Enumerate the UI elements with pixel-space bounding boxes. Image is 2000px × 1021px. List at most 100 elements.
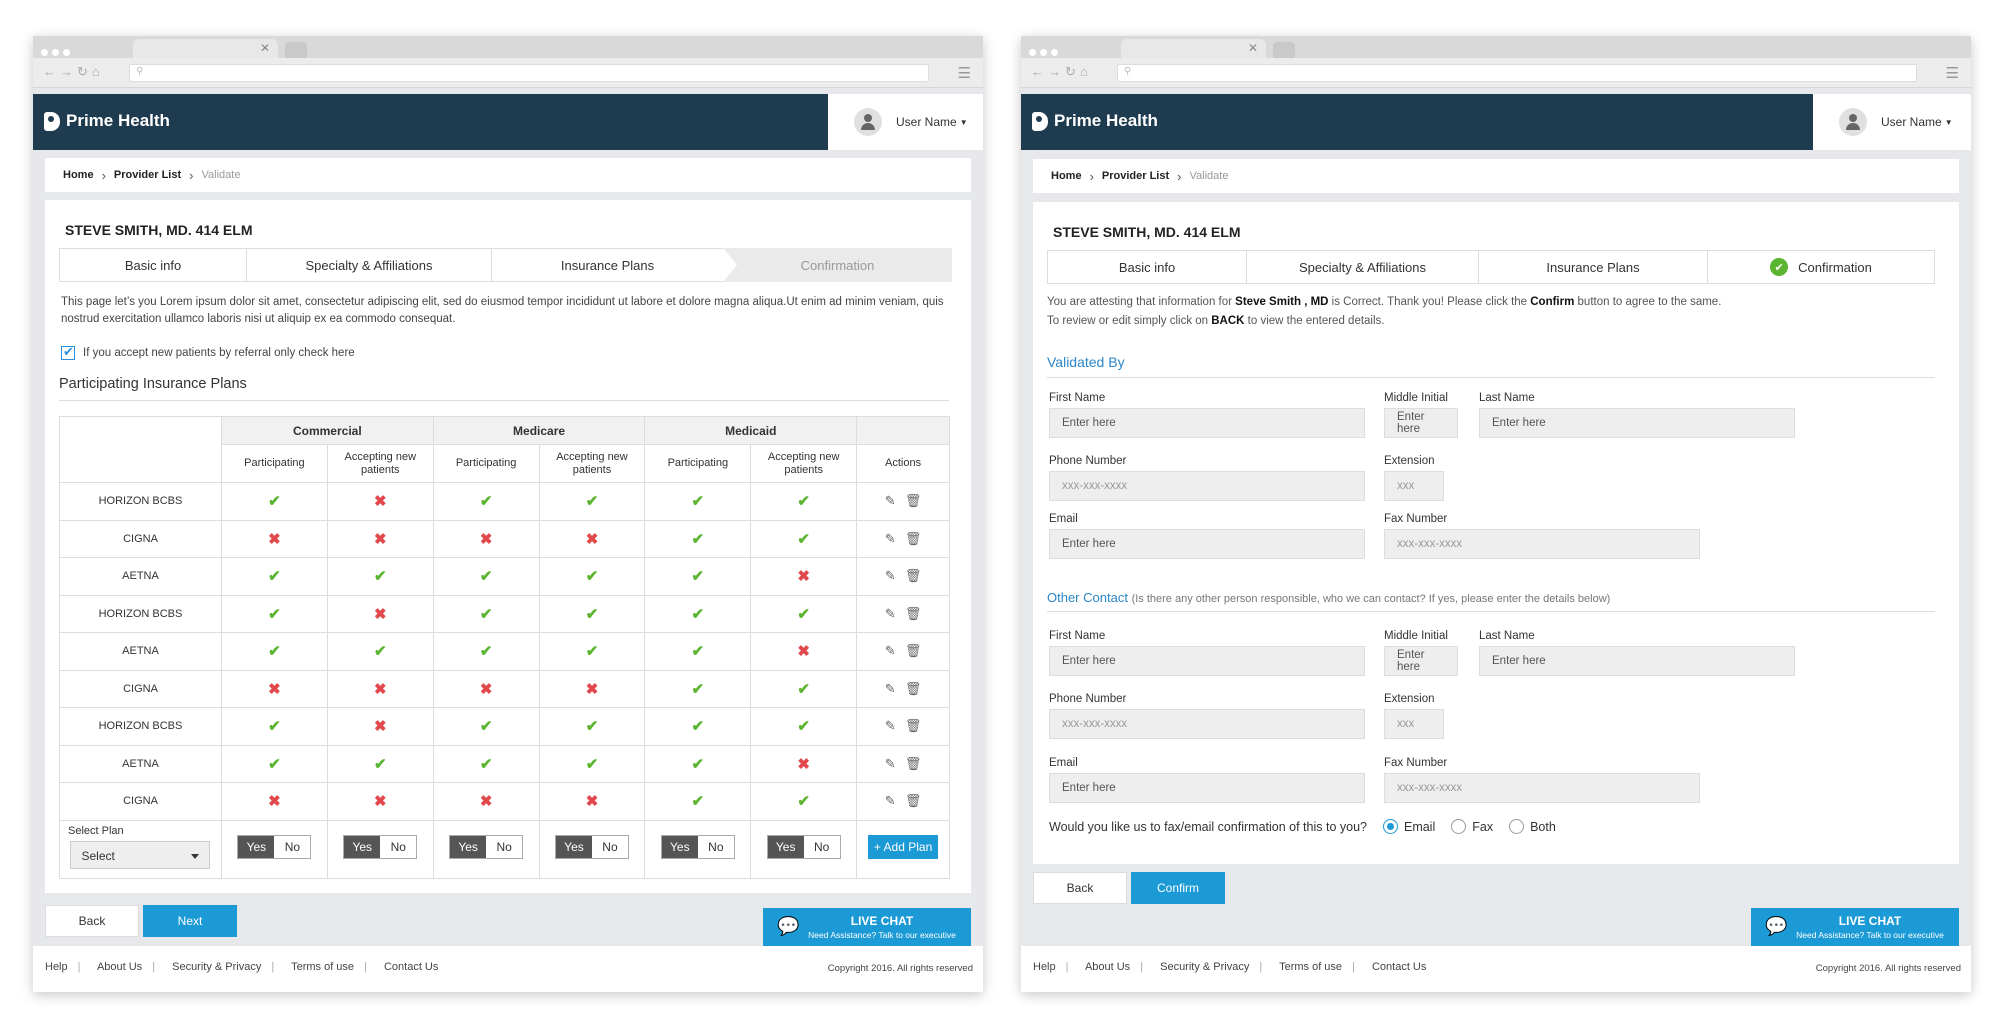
referral-checkbox[interactable] — [61, 344, 75, 360]
breadcrumb-home[interactable]: Home — [63, 169, 94, 181]
footer-security[interactable]: Security & Privacy — [172, 961, 262, 973]
other-fax-input[interactable]: xxx-xxx-xxxx — [1384, 773, 1700, 803]
email-input[interactable]: Enter here — [1049, 529, 1365, 559]
back-button[interactable]: Back — [1033, 872, 1127, 904]
referral-checkbox-row[interactable]: If you accept new patients by referral o… — [61, 344, 355, 360]
step-specialty[interactable]: Specialty & Affiliations — [1246, 250, 1478, 284]
no-option[interactable]: No — [708, 839, 724, 854]
yes-option[interactable]: Yes — [555, 835, 592, 858]
brand-logo[interactable]: Prime Health — [44, 111, 170, 131]
footer-about[interactable]: About Us — [96, 961, 143, 973]
footer-terms[interactable]: Terms of use — [1279, 961, 1343, 973]
other-email-input[interactable]: Enter here — [1049, 773, 1365, 803]
trash-icon[interactable]: 🗑 — [904, 643, 922, 659]
middle-initial-input[interactable]: Enter here — [1384, 408, 1458, 438]
nav-icons[interactable]: ←→↻⌂ — [1031, 64, 1092, 79]
yes-no-toggle[interactable]: Yes No — [237, 834, 312, 859]
yes-no-toggle[interactable]: Yes No — [343, 834, 418, 859]
edit-icon[interactable]: ✎ — [884, 718, 896, 734]
last-name-input[interactable]: Enter here — [1479, 408, 1795, 438]
yes-no-toggle[interactable]: Yes No — [660, 834, 735, 859]
yes-option[interactable]: Yes — [661, 835, 698, 858]
radio-both-circle[interactable] — [1509, 819, 1525, 834]
add-plan-button[interactable]: + Add Plan — [867, 834, 939, 859]
close-tab-icon[interactable]: ✕ — [259, 41, 270, 55]
browser-menu-icon[interactable]: ☰ — [957, 65, 971, 82]
edit-icon[interactable]: ✎ — [884, 605, 896, 621]
footer-about[interactable]: About Us — [1084, 961, 1131, 973]
yes-no-toggle[interactable]: Yes No — [449, 834, 524, 859]
step-basic-info[interactable]: Basic info — [59, 248, 246, 282]
other-middle-initial-input[interactable]: Enter here — [1384, 646, 1458, 676]
other-first-name-input[interactable]: Enter here — [1049, 646, 1365, 676]
other-phone-input[interactable]: xxx-xxx-xxxx — [1049, 709, 1365, 739]
first-name-input[interactable]: Enter here — [1049, 408, 1365, 438]
no-option[interactable]: No — [284, 839, 301, 854]
step-confirmation[interactable]: ✔ Confirmation — [1707, 250, 1935, 284]
yes-option[interactable]: Yes — [238, 835, 275, 858]
window-controls[interactable] — [41, 43, 74, 61]
step-confirmation[interactable]: Confirmation — [723, 248, 952, 282]
footer-contact[interactable]: Contact Us — [383, 961, 439, 973]
browser-menu-icon[interactable]: ☰ — [1945, 65, 1959, 82]
radio-email-circle[interactable] — [1382, 819, 1398, 834]
step-specialty[interactable]: Specialty & Affiliations — [246, 248, 491, 282]
footer-security[interactable]: Security & Privacy — [1160, 961, 1250, 973]
footer-contact[interactable]: Contact Us — [1371, 961, 1427, 973]
yes-option[interactable]: Yes — [450, 835, 487, 858]
step-insurance[interactable]: Insurance Plans — [1478, 250, 1707, 284]
edit-icon[interactable]: ✎ — [884, 643, 896, 659]
back-button[interactable]: Back — [45, 905, 139, 937]
no-option[interactable]: No — [602, 839, 618, 854]
footer-help[interactable]: Help — [1033, 961, 1056, 973]
live-chat-button[interactable]: 💬 LIVE CHAT Need Assistance? Talk to our… — [763, 908, 971, 946]
trash-icon[interactable]: 🗑 — [904, 680, 922, 696]
address-bar[interactable]: ⚲ — [129, 64, 929, 82]
footer-help[interactable]: Help — [45, 961, 68, 973]
breadcrumb-provider-list[interactable]: Provider List — [113, 169, 182, 181]
select-plan-dropdown[interactable]: Select — [70, 840, 211, 869]
trash-icon[interactable]: 🗑 — [904, 530, 922, 546]
edit-icon[interactable]: ✎ — [884, 755, 896, 771]
edit-icon[interactable]: ✎ — [884, 568, 896, 584]
new-tab-button[interactable] — [285, 42, 307, 58]
trash-icon[interactable]: 🗑 — [904, 793, 922, 809]
breadcrumb-home[interactable]: Home — [1051, 170, 1082, 182]
no-option[interactable]: No — [390, 839, 406, 854]
new-tab-button[interactable] — [1273, 42, 1295, 58]
user-menu[interactable]: User Name ▼ — [828, 94, 983, 150]
yes-no-toggle[interactable]: Yes No — [554, 834, 629, 859]
edit-icon[interactable]: ✎ — [884, 680, 896, 696]
nav-icons[interactable]: ←→↻⌂ — [43, 64, 104, 79]
yes-no-toggle[interactable]: Yes No — [766, 834, 841, 859]
live-chat-button[interactable]: 💬 LIVE CHAT Need Assistance? Talk to our… — [1751, 908, 1959, 946]
fax-input[interactable]: xxx-xxx-xxxx — [1384, 529, 1700, 559]
radio-fax[interactable]: Fax — [1451, 819, 1493, 834]
close-tab-icon[interactable]: ✕ — [1247, 41, 1258, 55]
trash-icon[interactable]: 🗑 — [904, 718, 922, 734]
breadcrumb-provider-list[interactable]: Provider List — [1101, 170, 1170, 182]
phone-input[interactable]: xxx-xxx-xxxx — [1049, 471, 1365, 501]
browser-tab[interactable]: ✕ — [133, 39, 278, 58]
yes-option[interactable]: Yes — [767, 835, 804, 858]
radio-fax-circle[interactable] — [1451, 819, 1467, 834]
no-option[interactable]: No — [496, 839, 512, 854]
trash-icon[interactable]: 🗑 — [904, 605, 922, 621]
trash-icon[interactable]: 🗑 — [904, 755, 922, 771]
other-last-name-input[interactable]: Enter here — [1479, 646, 1795, 676]
browser-tab[interactable]: ✕ — [1121, 39, 1266, 58]
edit-icon[interactable]: ✎ — [884, 493, 896, 509]
yes-option[interactable]: Yes — [344, 835, 381, 858]
other-extension-input[interactable]: xxx — [1384, 709, 1444, 739]
radio-email[interactable]: Email — [1382, 819, 1435, 834]
extension-input[interactable]: xxx — [1384, 471, 1444, 501]
trash-icon[interactable]: 🗑 — [904, 493, 922, 509]
edit-icon[interactable]: ✎ — [884, 793, 896, 809]
confirm-button[interactable]: Confirm — [1131, 872, 1225, 904]
window-controls[interactable] — [1029, 43, 1062, 61]
trash-icon[interactable]: 🗑 — [904, 568, 922, 584]
brand-logo[interactable]: Prime Health — [1032, 111, 1158, 131]
edit-icon[interactable]: ✎ — [884, 530, 896, 546]
radio-both[interactable]: Both — [1509, 819, 1556, 834]
user-menu[interactable]: User Name ▼ — [1813, 94, 1971, 150]
